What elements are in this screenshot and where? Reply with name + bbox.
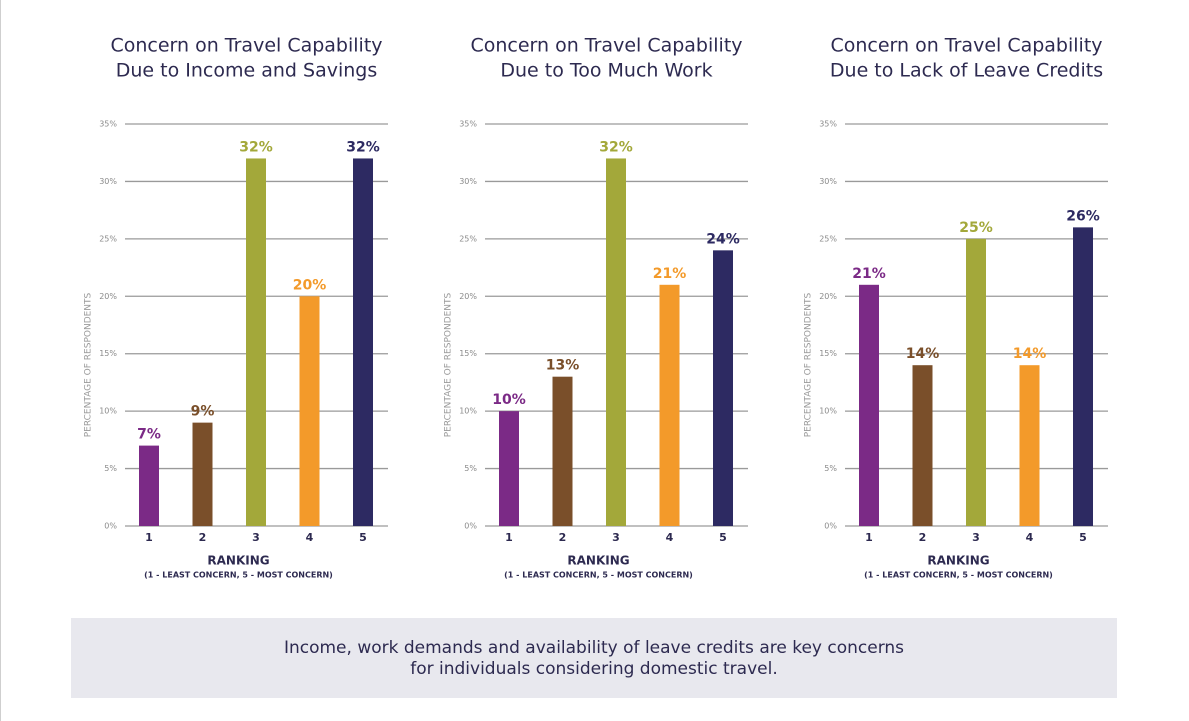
bar [659,284,680,526]
chart-title: Concern on Travel Capability [110,35,382,57]
y-tick-label: 35% [459,120,477,129]
x-tick-label: 1 [145,531,153,544]
bar [1073,227,1093,526]
bar [499,411,519,526]
y-tick-label: 20% [459,292,477,301]
value-label: 20% [293,277,327,293]
x-tick-label: 1 [505,531,513,544]
bar [139,445,159,526]
y-axis-label: PERCENTAGE OF RESPONDENTS [444,292,454,437]
y-tick-label: 30% [459,177,477,186]
x-tick-label: 4 [666,531,674,544]
bar [1019,365,1040,526]
y-tick-label: 15% [819,349,837,358]
y-tick-label: 20% [819,292,837,301]
bar [859,284,879,526]
bar [966,238,986,526]
x-tick-label: 3 [612,531,620,544]
y-tick-label: 10% [819,407,837,416]
chart-title: Concern on Travel Capability [830,35,1102,57]
y-tick-label: 5% [824,464,837,473]
y-tick-label: 15% [99,349,117,358]
y-tick-label: 5% [464,464,477,473]
x-axis-label: RANKING [207,554,269,568]
bar [912,365,933,526]
y-tick-label: 0% [104,522,117,531]
x-axis-sublabel: (1 - LEAST CONCERN, 5 - MOST CONCERN) [144,571,333,580]
y-tick-label: 10% [459,407,477,416]
x-tick-label: 1 [865,531,873,544]
y-tick-label: 15% [459,349,477,358]
x-axis-sublabel: (1 - LEAST CONCERN, 5 - MOST CONCERN) [504,571,693,580]
caption-line: Income, work demands and availability of… [284,638,904,658]
x-tick-label: 3 [252,531,260,544]
y-tick-label: 10% [99,407,117,416]
chart-title: Due to Lack of Leave Credits [830,60,1103,82]
y-tick-label: 25% [99,234,117,243]
x-tick-label: 3 [972,531,980,544]
y-tick-label: 30% [99,177,117,186]
value-label: 26% [1066,208,1100,224]
value-label: 24% [706,231,740,247]
y-tick-label: 25% [819,234,837,243]
value-label: 10% [492,392,526,408]
value-label: 32% [599,139,633,155]
value-label: 14% [1013,346,1047,362]
x-tick-label: 5 [719,531,727,544]
x-tick-label: 4 [306,531,314,544]
x-tick-label: 2 [559,531,567,544]
bar [552,376,573,526]
value-label: 7% [137,427,161,443]
caption-box [71,618,1117,698]
chart-title: Due to Too Much Work [500,60,712,82]
x-tick-label: 2 [919,531,927,544]
chart-title: Concern on Travel Capability [470,35,742,57]
value-label: 14% [906,346,940,362]
y-tick-label: 20% [99,292,117,301]
y-tick-label: 0% [824,522,837,531]
value-label: 32% [346,139,380,155]
value-label: 9% [191,404,215,420]
x-tick-label: 5 [359,531,367,544]
bar [299,296,320,526]
bar [606,158,626,526]
x-axis-sublabel: (1 - LEAST CONCERN, 5 - MOST CONCERN) [864,571,1053,580]
bar [246,158,266,526]
x-axis-label: RANKING [567,554,629,568]
x-tick-label: 2 [199,531,207,544]
y-tick-label: 35% [99,120,117,129]
y-tick-label: 25% [459,234,477,243]
bar [713,250,733,527]
value-label: 21% [852,266,886,282]
value-label: 32% [239,139,273,155]
x-axis-label: RANKING [927,554,989,568]
caption-line: for individuals considering domestic tra… [410,659,778,679]
x-tick-label: 4 [1026,531,1034,544]
y-tick-label: 5% [104,464,117,473]
value-label: 25% [959,220,993,236]
y-axis-label: PERCENTAGE OF RESPONDENTS [84,292,94,437]
y-tick-label: 0% [464,522,477,531]
bar [192,422,213,526]
value-label: 21% [653,266,687,282]
x-tick-label: 5 [1079,531,1087,544]
y-axis-label: PERCENTAGE OF RESPONDENTS [804,292,814,437]
value-label: 13% [546,358,580,374]
chart-title: Due to Income and Savings [116,60,377,82]
bar [353,158,373,526]
y-tick-label: 30% [819,177,837,186]
y-tick-label: 35% [819,120,837,129]
